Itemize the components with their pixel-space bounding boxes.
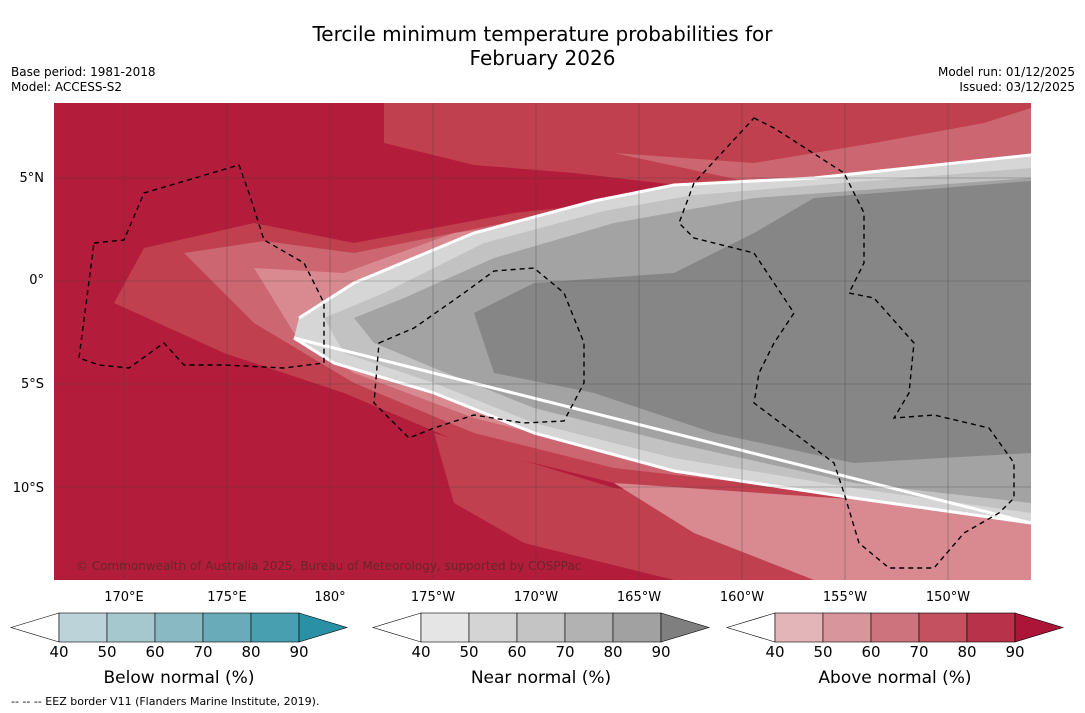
below-swatch-6 (298, 612, 349, 643)
above-swatch-3 (870, 612, 920, 643)
above-tick-80: 80 (957, 643, 977, 661)
above-swatch-5 (966, 612, 1016, 643)
above-title: Above normal (%) (818, 668, 972, 688)
above-swatch-4 (918, 612, 968, 643)
base-period: Base period: 1981-2018 (11, 65, 156, 79)
above-tick-60: 60 (861, 643, 881, 661)
below-swatch-3 (154, 612, 204, 643)
lon-label-165w: 165°W (616, 590, 662, 605)
below-tick-40: 40 (49, 643, 69, 661)
map-copyright: © Commonwealth of Australia 2025, Bureau… (76, 559, 581, 573)
above-swatch-1 (774, 612, 824, 643)
grid-lines (54, 103, 1031, 580)
colorbar-above (725, 612, 1065, 643)
above-tick-70: 70 (909, 643, 929, 661)
lon-label-175e: 175°E (207, 590, 247, 605)
probability-map: © Commonwealth of Australia 2025, Bureau… (54, 103, 1031, 580)
colorbar-below (9, 612, 349, 643)
below-swatch-2 (106, 612, 156, 643)
lon-label-160w: 160°W (719, 590, 765, 605)
map-title: Tercile minimum temperature probabilitie… (0, 22, 1085, 70)
near-swatch-6 (660, 612, 711, 643)
near-swatch-0 (371, 612, 422, 643)
meta-right: Model run: 01/12/2025 Issued: 03/12/2025 (938, 65, 1075, 95)
near-tick-50: 50 (459, 643, 479, 661)
below-tick-80: 80 (241, 643, 261, 661)
near-tick-80: 80 (603, 643, 623, 661)
region-above-70-north (614, 108, 1031, 183)
near-tick-70: 70 (555, 643, 575, 661)
near-tick-40: 40 (411, 643, 431, 661)
above-swatch-6 (1014, 612, 1065, 643)
near-swatch-1 (420, 612, 470, 643)
below-swatch-1 (58, 612, 108, 643)
above-tick-40: 40 (765, 643, 785, 661)
below-swatch-5 (250, 612, 300, 643)
below-tick-90: 90 (289, 643, 309, 661)
title-line-1: Tercile minimum temperature probabilitie… (312, 22, 773, 46)
below-swatch-4 (202, 612, 252, 643)
near-tick-60: 60 (507, 643, 527, 661)
near-swatch-2 (468, 612, 518, 643)
lon-label-180: 180° (314, 590, 346, 605)
lon-label-155w: 155°W (822, 590, 868, 605)
near-tick-90: 90 (651, 643, 671, 661)
lat-label-10s: 10°S (12, 481, 44, 496)
above-tick-50: 50 (813, 643, 833, 661)
region-near-90 (474, 181, 1031, 463)
below-tick-60: 60 (145, 643, 165, 661)
below-swatch-0 (9, 612, 60, 643)
above-tick-90: 90 (1005, 643, 1025, 661)
model-name: Model: ACCESS-S2 (11, 80, 123, 94)
below-tick-70: 70 (193, 643, 213, 661)
eez-footnote: -- -- -- EEZ border V11 (Flanders Marine… (11, 695, 320, 708)
colorbar-near (371, 612, 711, 643)
near-swatch-4 (564, 612, 614, 643)
title-line-2: February 2026 (469, 46, 616, 70)
issued-date: Issued: 03/12/2025 (959, 80, 1075, 94)
below-tick-50: 50 (97, 643, 117, 661)
above-swatch-2 (822, 612, 872, 643)
near-title: Near normal (%) (470, 668, 612, 688)
lon-label-175w: 175°W (410, 590, 456, 605)
lat-label-5s: 5°S (20, 377, 44, 392)
eez-borders (78, 117, 1015, 569)
near-swatch-5 (612, 612, 662, 643)
lat-label-5n: 5°N (19, 171, 45, 186)
model-run: Model run: 01/12/2025 (937, 65, 1075, 79)
lon-label-170w: 170°W (513, 590, 559, 605)
lon-label-170e: 170°E (104, 590, 144, 605)
above-swatch-0 (725, 612, 776, 643)
lat-label-0: 0° (29, 273, 44, 288)
meta-left: Base period: 1981-2018 Model: ACCESS-S2 (11, 65, 156, 95)
lon-label-150w: 150°W (925, 590, 971, 605)
near-swatch-3 (516, 612, 566, 643)
below-title: Below normal (%) (103, 668, 255, 688)
